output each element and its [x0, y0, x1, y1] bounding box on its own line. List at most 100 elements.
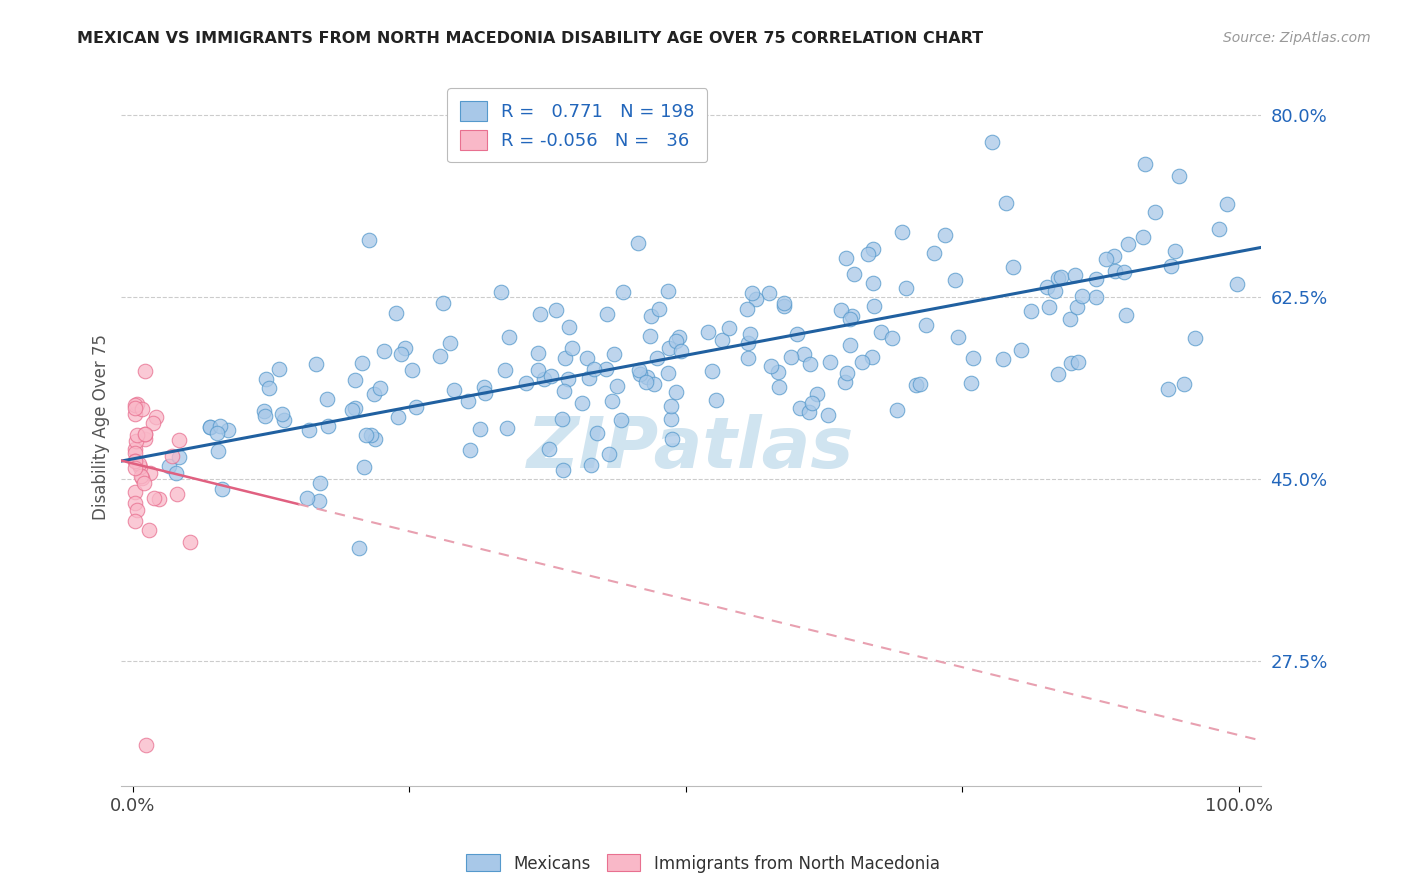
Point — [558, 320, 581, 334]
Point — [124, 496, 146, 510]
Point — [134, 433, 156, 447]
Point — [495, 421, 517, 435]
Point — [870, 325, 893, 339]
Point — [1208, 222, 1230, 236]
Point — [768, 380, 790, 394]
Point — [661, 433, 683, 447]
Point — [786, 327, 808, 342]
Point — [129, 469, 152, 483]
Point — [138, 523, 160, 537]
Point — [627, 235, 650, 250]
Point — [474, 380, 496, 394]
Point — [267, 362, 290, 376]
Point — [515, 376, 537, 391]
Point — [350, 356, 373, 370]
Point — [124, 442, 146, 456]
Point — [1104, 263, 1126, 277]
Point — [863, 299, 886, 313]
Point — [1116, 237, 1139, 252]
Point — [612, 285, 634, 299]
Point — [704, 393, 727, 408]
Point — [737, 302, 759, 317]
Point — [127, 502, 149, 516]
Point — [134, 364, 156, 378]
Point — [494, 363, 516, 377]
Point — [578, 371, 600, 385]
Point — [343, 401, 366, 415]
Point — [537, 442, 560, 457]
Point — [1038, 300, 1060, 314]
Point — [596, 307, 619, 321]
Point — [142, 416, 165, 430]
Point — [529, 307, 551, 321]
Point — [211, 483, 233, 497]
Point — [491, 285, 513, 299]
Point — [1184, 330, 1206, 344]
Point — [342, 403, 364, 417]
Point — [1046, 367, 1069, 381]
Point — [134, 427, 156, 442]
Point — [124, 515, 146, 529]
Point — [124, 401, 146, 415]
Point — [1115, 308, 1137, 322]
Point — [890, 225, 912, 239]
Point — [773, 299, 796, 313]
Point — [443, 383, 465, 397]
Point — [960, 376, 983, 390]
Point — [273, 413, 295, 427]
Point — [581, 458, 603, 472]
Point — [253, 409, 276, 423]
Point — [598, 447, 620, 461]
Point — [643, 376, 665, 391]
Point — [129, 460, 152, 475]
Point — [124, 453, 146, 467]
Point — [157, 458, 180, 473]
Point — [595, 362, 617, 376]
Text: MEXICAN VS IMMIGRANTS FROM NORTH MACEDONIA DISABILITY AGE OVER 75 CORRELATION CH: MEXICAN VS IMMIGRANTS FROM NORTH MACEDON… — [77, 31, 983, 46]
Point — [671, 344, 693, 359]
Point — [844, 267, 866, 281]
Point — [838, 337, 860, 351]
Point — [645, 351, 668, 365]
Point — [257, 381, 280, 395]
Point — [554, 351, 576, 365]
Point — [527, 363, 550, 377]
Point — [665, 334, 688, 348]
Point — [353, 459, 375, 474]
Point — [316, 418, 339, 433]
Point — [1001, 260, 1024, 274]
Point — [880, 331, 903, 345]
Point — [995, 196, 1018, 211]
Point — [1019, 303, 1042, 318]
Point — [638, 329, 661, 343]
Point — [780, 350, 803, 364]
Point — [401, 363, 423, 377]
Point — [659, 400, 682, 414]
Point — [124, 398, 146, 412]
Point — [139, 466, 162, 480]
Point — [134, 426, 156, 441]
Point — [710, 333, 733, 347]
Point — [127, 427, 149, 442]
Point — [717, 321, 740, 335]
Point — [551, 462, 574, 476]
Point — [160, 449, 183, 463]
Point — [165, 466, 187, 480]
Point — [546, 303, 568, 318]
Point — [124, 446, 146, 460]
Point — [820, 355, 842, 369]
Point — [658, 342, 681, 356]
Point — [934, 228, 956, 243]
Point — [179, 534, 201, 549]
Point — [817, 409, 839, 423]
Point — [533, 372, 555, 386]
Point — [647, 302, 669, 317]
Point — [862, 276, 884, 290]
Point — [922, 246, 945, 260]
Point — [405, 401, 427, 415]
Point — [1095, 252, 1118, 267]
Point — [1067, 354, 1090, 368]
Point — [799, 357, 821, 371]
Point — [1226, 277, 1249, 292]
Point — [946, 330, 969, 344]
